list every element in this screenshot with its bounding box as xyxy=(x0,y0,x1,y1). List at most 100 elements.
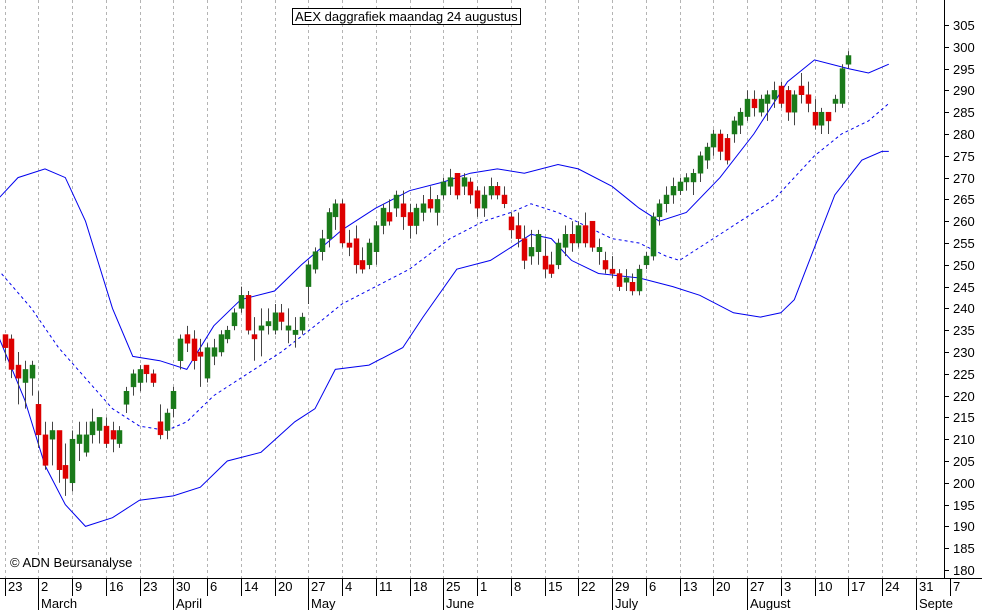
candle-body-up xyxy=(373,225,380,252)
candle xyxy=(454,172,461,200)
candle xyxy=(191,330,198,370)
candle xyxy=(623,269,630,291)
y-tick-label: 235 xyxy=(953,323,975,338)
candle xyxy=(602,251,609,274)
candle xyxy=(42,421,49,470)
x-day-label: 2 xyxy=(41,579,48,594)
candle-body-up xyxy=(285,325,292,331)
candle xyxy=(440,177,447,200)
candle-body-up xyxy=(137,369,144,383)
candle-body-down xyxy=(197,351,204,357)
candle-body-down xyxy=(798,85,805,96)
y-tick-label: 220 xyxy=(953,389,975,404)
candle xyxy=(737,107,744,134)
candle xyxy=(542,238,549,278)
candle-body-up xyxy=(83,434,90,453)
candle-body-down xyxy=(569,234,576,244)
candle xyxy=(636,264,643,296)
candle-body-up xyxy=(123,390,130,405)
candle xyxy=(744,90,751,121)
candle-body-up xyxy=(420,203,427,213)
candle-body-down xyxy=(2,334,9,348)
candle xyxy=(35,391,42,448)
candle xyxy=(515,212,522,248)
candle-body-up xyxy=(305,264,312,287)
candle-body-up xyxy=(272,312,279,331)
candle xyxy=(265,308,272,335)
candle xyxy=(413,203,420,235)
candle xyxy=(157,404,164,440)
candle-body-up xyxy=(29,364,36,379)
candle xyxy=(575,221,582,248)
candle xyxy=(791,90,798,126)
candle xyxy=(285,308,292,344)
x-day-label: 27 xyxy=(750,579,764,594)
x-day-label: 13 xyxy=(683,579,697,594)
candle-body-up xyxy=(764,94,771,104)
candle-body-up xyxy=(670,186,677,196)
candle xyxy=(332,199,339,230)
candle xyxy=(231,308,238,331)
candle-body-down xyxy=(494,186,501,196)
candle-body-up xyxy=(211,347,218,357)
candle xyxy=(366,238,373,270)
candle-body-up xyxy=(771,90,778,100)
candle-body-up xyxy=(697,155,704,174)
candle-body-up xyxy=(312,251,319,270)
x-day-label: 25 xyxy=(446,579,460,594)
candle-body-up xyxy=(380,207,387,226)
candle-body-up xyxy=(535,234,542,252)
candle xyxy=(299,312,306,335)
candle-body-up xyxy=(650,216,657,257)
candle xyxy=(15,352,22,405)
candle-body-up xyxy=(791,94,798,113)
candle xyxy=(562,225,569,257)
candle xyxy=(116,426,123,448)
y-tick-label: 265 xyxy=(953,192,975,207)
candle-body-up xyxy=(164,412,171,431)
candle-body-up xyxy=(76,434,83,444)
candle xyxy=(150,369,157,387)
candle xyxy=(839,64,846,108)
x-day-label: 20 xyxy=(278,579,292,594)
candle xyxy=(346,229,353,257)
candle xyxy=(49,421,56,466)
candle-body-down xyxy=(400,203,407,218)
candle xyxy=(400,190,407,230)
candle-body-up xyxy=(366,242,373,266)
candle xyxy=(380,203,387,235)
candle xyxy=(251,317,258,361)
candle xyxy=(89,408,96,444)
candle-body-down xyxy=(454,172,461,196)
candle xyxy=(764,90,771,121)
candle xyxy=(204,343,211,383)
y-tick-label: 190 xyxy=(953,519,975,534)
candle-body-up xyxy=(319,238,326,252)
month-label: April xyxy=(176,596,202,610)
x-day-label: 20 xyxy=(716,579,730,594)
candle-body-up xyxy=(170,390,177,409)
candle-body-up xyxy=(413,207,420,226)
candle-body-up xyxy=(731,120,738,135)
candle xyxy=(292,317,299,348)
candle xyxy=(704,142,711,169)
candle xyxy=(96,417,103,444)
candle xyxy=(488,177,495,200)
candle-body-down xyxy=(35,404,42,436)
candle xyxy=(548,251,555,278)
y-tick-label: 290 xyxy=(953,83,975,98)
candle-body-up xyxy=(204,347,211,379)
candle xyxy=(238,286,245,313)
candle-body-down xyxy=(339,203,346,244)
candle xyxy=(690,168,697,196)
y-tick-label: 305 xyxy=(953,18,975,33)
candle-body-up xyxy=(488,186,495,196)
candle-body-up xyxy=(292,329,299,335)
candle-body-down xyxy=(501,194,508,205)
candle-body-up xyxy=(575,225,582,244)
candle xyxy=(717,129,724,161)
candle-body-down xyxy=(150,373,157,383)
x-day-label: 27 xyxy=(311,579,325,594)
candle xyxy=(197,338,204,387)
